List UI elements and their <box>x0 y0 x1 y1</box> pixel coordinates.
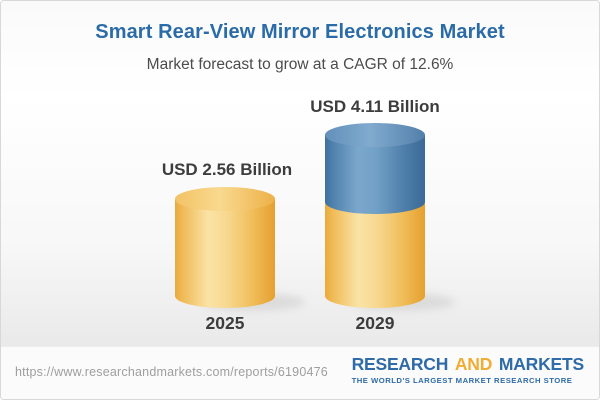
logo-word-and: AND <box>454 354 493 374</box>
logo-tagline: THE WORLD'S LARGEST MARKET RESEARCH STOR… <box>351 376 573 386</box>
category-label-2029: 2029 <box>355 313 395 333</box>
chart-background <box>1 1 599 348</box>
logo-wordmark: RESEARCH AND MARKETS <box>351 354 585 374</box>
page-title: Smart Rear-View Mirror Electronics Marke… <box>95 21 505 43</box>
report-url-link[interactable]: https://www.researchandmarkets.com/repor… <box>15 365 328 379</box>
logo-word-markets: MARKETS <box>498 354 584 374</box>
bar-2029-cylinder-top <box>325 123 425 147</box>
bar-2029-growth-segment <box>325 135 425 214</box>
bar-2029-base-segment <box>325 202 425 308</box>
chart-subtitle: Market forecast to grow at a CAGR of 12.… <box>146 56 454 73</box>
footer: https://www.researchandmarkets.com/repor… <box>1 346 599 399</box>
cylinder-bar-chart <box>175 123 455 311</box>
value-label-2029: USD 4.11 Billion <box>310 97 440 116</box>
value-label-2025: USD 2.56 Billion <box>161 160 293 179</box>
bar-2025-cylinder-body <box>175 199 275 308</box>
category-label-2025: 2025 <box>205 313 245 333</box>
research-and-markets-logo: RESEARCH AND MARKETS THE WORLD'S LARGEST… <box>351 354 585 386</box>
bar-2025-cylinder-top <box>175 187 275 211</box>
logo-word-research: RESEARCH <box>351 354 449 374</box>
